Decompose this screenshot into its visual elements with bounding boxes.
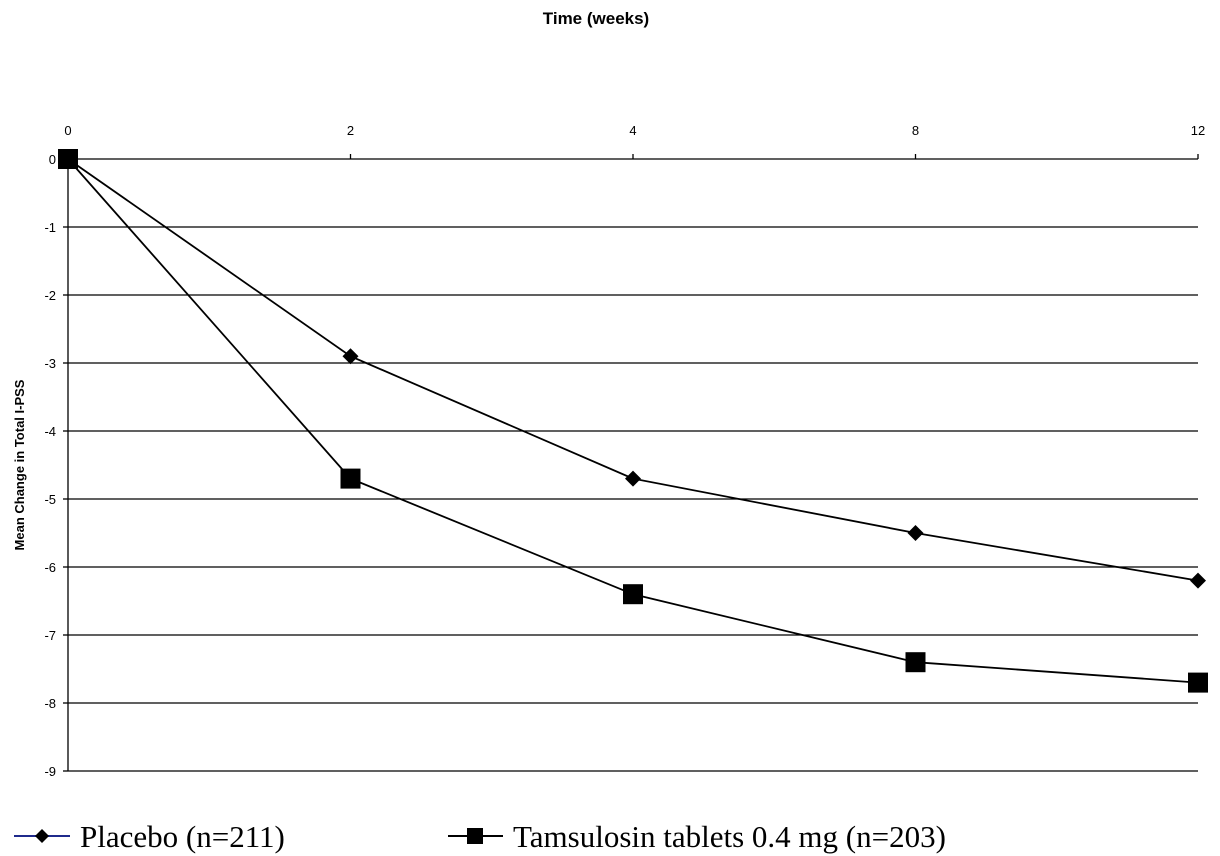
data-point-diamond [342, 348, 359, 365]
y-tick-label: -8 [44, 696, 56, 711]
y-tick-label: -1 [44, 220, 56, 235]
y-tick-label: -9 [44, 764, 56, 779]
data-point-square [58, 149, 78, 169]
data-point-square [905, 652, 926, 673]
data-point-square [623, 584, 643, 605]
legend-item-tamsulosin: Tamsulosin tablets 0.4 mg (n=203) [448, 819, 946, 854]
y-tick-label: -5 [44, 492, 56, 507]
x-tick-label: 0 [64, 123, 71, 138]
data-point-diamond [907, 525, 924, 541]
gridlines [68, 226, 1198, 772]
x-tick-label: 12 [1191, 123, 1205, 138]
y-tick-label: -3 [44, 356, 56, 371]
x-tick-label: 8 [912, 123, 919, 138]
tick-labels: 0 -1 -2 -3 -4 -5 -6 -7 -8 -9 0 2 4 8 12 [44, 123, 1205, 779]
x-tick-label: 4 [629, 123, 636, 138]
data-point-square [1188, 672, 1208, 693]
series-placebo [60, 151, 1206, 589]
y-axis-title: Mean Change in Total I-PSS [12, 379, 27, 550]
legend: Placebo (n=211) Tamsulosin tablets 0.4 m… [14, 819, 946, 854]
series [58, 149, 1208, 693]
y-tick-label: -6 [44, 560, 56, 575]
x-tick-label: 2 [347, 123, 354, 138]
y-tick-label: 0 [49, 152, 56, 167]
legend-label-tamsulosin: Tamsulosin tablets 0.4 mg (n=203) [513, 819, 946, 854]
legend-marker-placebo [35, 829, 49, 843]
data-point-diamond [1190, 572, 1206, 589]
x-axis-title: Time (weeks) [543, 9, 649, 28]
y-tick-label: -2 [44, 288, 56, 303]
legend-marker-tamsulosin [467, 828, 483, 844]
series-line [67, 158, 1199, 582]
legend-item-placebo: Placebo (n=211) [14, 819, 285, 854]
legend-label-placebo: Placebo (n=211) [80, 819, 285, 854]
y-tick-label: -7 [44, 628, 56, 643]
series-tamsulosin [58, 149, 1208, 693]
y-tick-label: -4 [44, 424, 56, 439]
axes [63, 154, 1199, 772]
data-point-diamond [625, 470, 641, 487]
data-point-square [340, 468, 361, 489]
